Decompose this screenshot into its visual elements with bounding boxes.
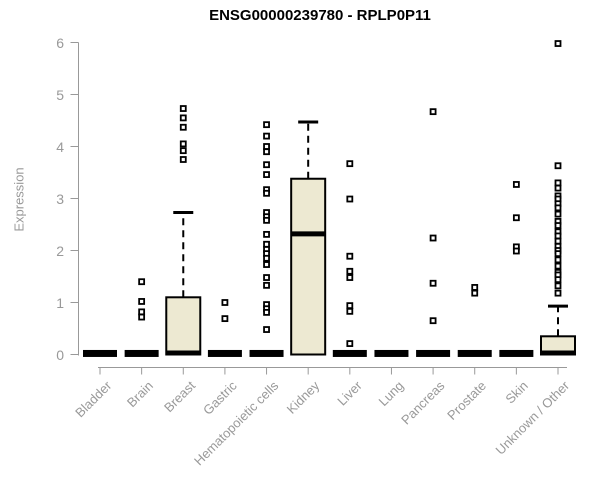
outlier-point xyxy=(138,313,146,321)
outlier-point xyxy=(512,247,520,255)
collapsed-box xyxy=(374,349,409,357)
outlier-point xyxy=(554,276,562,284)
outlier-point xyxy=(554,40,562,47)
outlier-point xyxy=(471,289,479,297)
outlier-point xyxy=(263,148,270,156)
outlier-point xyxy=(554,162,562,170)
box xyxy=(165,296,202,356)
outlier-point xyxy=(429,317,437,325)
collapsed-box xyxy=(249,349,284,357)
collapsed-box xyxy=(499,349,534,357)
outlier-point xyxy=(263,254,270,262)
outlier-point xyxy=(554,237,562,245)
outlier-point xyxy=(471,284,479,291)
outlier-point xyxy=(554,262,562,270)
outlier-point xyxy=(138,298,146,305)
outlier-point xyxy=(179,140,187,148)
outlier-point xyxy=(263,240,270,248)
outlier-point xyxy=(554,289,562,297)
outlier-point xyxy=(263,161,270,169)
outlier-point xyxy=(179,114,187,122)
outlier-point xyxy=(138,308,146,316)
outlier-point xyxy=(179,156,187,163)
outlier-point xyxy=(263,132,270,140)
outlier-point xyxy=(554,210,562,218)
y-tick-label: 0 xyxy=(56,346,64,363)
outlier-point xyxy=(263,171,270,178)
outlier-point xyxy=(263,189,270,197)
outlier-point xyxy=(554,256,562,264)
outlier-point xyxy=(554,184,562,192)
y-tick-label: 5 xyxy=(56,86,64,103)
outlier-point xyxy=(263,281,270,289)
outlier-point xyxy=(346,307,354,315)
outlier-point xyxy=(179,123,187,131)
outlier-point xyxy=(346,252,354,260)
outlier-point xyxy=(346,267,354,275)
outlier-point xyxy=(346,274,354,281)
collapsed-box xyxy=(207,349,242,357)
outlier-point xyxy=(429,108,437,116)
outlier-point xyxy=(346,302,354,310)
outlier-point xyxy=(263,274,270,281)
y-tick-label: 2 xyxy=(56,242,64,259)
outlier-point xyxy=(512,214,520,222)
outlier-point xyxy=(554,282,562,290)
outlier-point xyxy=(263,121,270,129)
outlier-point xyxy=(512,181,520,188)
outlier-point xyxy=(554,250,562,258)
chart-title: ENSG00000239780 - RPLP0P11 xyxy=(209,7,431,24)
outlier-point xyxy=(221,299,229,306)
outlier-point xyxy=(554,179,562,187)
outlier-point xyxy=(554,222,562,229)
y-tick-label: 4 xyxy=(56,138,64,155)
outlier-point xyxy=(221,315,229,323)
collapsed-box xyxy=(416,349,451,357)
outlier-point xyxy=(179,105,187,112)
outlier-point xyxy=(263,143,270,150)
y-tick-label: 1 xyxy=(56,294,64,311)
outlier-point xyxy=(429,279,437,287)
outlier-point xyxy=(346,340,354,347)
y-tick-label: 3 xyxy=(56,190,64,207)
outlier-point xyxy=(346,195,354,203)
outlier-point xyxy=(138,278,146,286)
outlier-point xyxy=(263,308,270,316)
outlier-point xyxy=(429,234,437,242)
y-tick-label: 6 xyxy=(56,34,64,51)
outlier-point xyxy=(179,147,187,155)
outlier-point xyxy=(554,204,562,212)
collapsed-box xyxy=(332,349,367,357)
collapsed-box xyxy=(124,349,159,357)
outlier-point xyxy=(554,232,562,240)
outlier-point xyxy=(263,230,270,238)
box xyxy=(290,177,327,356)
outlier-point xyxy=(263,261,270,268)
outlier-point xyxy=(346,160,354,168)
collapsed-box xyxy=(457,349,492,357)
collapsed-box xyxy=(83,349,117,357)
outlier-point xyxy=(263,326,270,333)
outlier-point xyxy=(263,216,270,224)
